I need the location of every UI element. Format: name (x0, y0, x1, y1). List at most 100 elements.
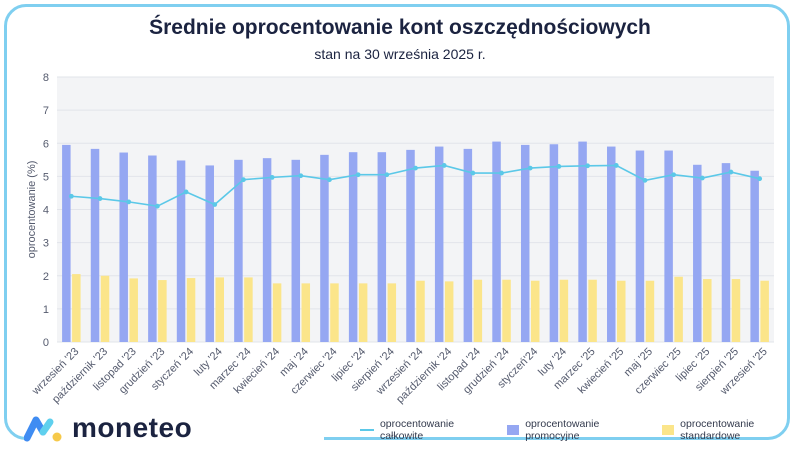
bar-promo (119, 152, 128, 342)
y-tick-label: 5 (43, 171, 49, 183)
y-tick-label: 4 (43, 205, 49, 217)
bar-standard (272, 283, 282, 342)
legend-swatch-standard (661, 425, 675, 435)
bar-promo (291, 159, 301, 342)
bar-standard (158, 280, 167, 342)
bar-standard (588, 279, 597, 342)
point-total (126, 199, 132, 205)
point-total (728, 169, 734, 175)
point-total (154, 203, 160, 209)
bar-standard (72, 274, 81, 342)
legend-label-standard: oprocentowanie standardowe (680, 418, 755, 442)
bar-standard (129, 278, 138, 342)
brand: moneteo (24, 406, 324, 450)
point-total (642, 177, 648, 183)
bar-standard (186, 278, 196, 342)
point-total (699, 175, 705, 181)
y-tick-label: 3 (43, 238, 49, 250)
bar-promo (205, 165, 214, 342)
y-tick-label: 8 (43, 72, 49, 84)
bar-promo (406, 149, 415, 342)
bar-standard (330, 283, 339, 342)
point-total (556, 164, 562, 169)
bar-promo (90, 148, 100, 342)
bar-standard (215, 277, 224, 342)
bar-promo (492, 141, 501, 342)
bar-promo (434, 146, 444, 342)
legend-label-total: oprocentowanie całkowite (379, 418, 455, 442)
point-total (355, 172, 361, 178)
y-tick-label: 6 (43, 138, 49, 150)
y-tick-label: 7 (43, 105, 49, 117)
bar-promo (607, 146, 616, 342)
bar-promo (721, 163, 731, 342)
bar-promo (750, 170, 759, 342)
point-total (97, 196, 103, 201)
legend-item-promo: oprocentowanie promocyjne (506, 418, 640, 442)
bar-standard (645, 280, 655, 342)
point-total (183, 189, 189, 195)
legend-item-total: oprocentowanie całkowite (360, 418, 485, 442)
bar-standard (674, 276, 683, 342)
y-tick-label: 2 (43, 271, 49, 283)
bar-promo (377, 152, 387, 342)
point-total (384, 172, 390, 178)
legend: oprocentowanie całkowite oprocentowanie … (360, 418, 800, 442)
bar-standard (387, 283, 397, 342)
bar-standard (100, 275, 110, 342)
bar-promo (463, 148, 473, 342)
point-total (241, 177, 246, 183)
point-total (671, 172, 677, 178)
point-total (757, 176, 763, 182)
y-axis-label: oprocentowanie (%) (26, 161, 38, 259)
bar-promo (262, 158, 272, 342)
point-total (441, 163, 447, 168)
point-total (613, 163, 619, 168)
bar-promo (62, 144, 71, 342)
bar-standard (703, 279, 712, 342)
bar-promo (234, 159, 243, 342)
legend-label-promo: oprocentowanie promocyjne (525, 418, 600, 442)
bar-standard (301, 283, 311, 342)
point-total (327, 177, 332, 183)
point-total (585, 163, 590, 169)
moneteo-logo-icon (24, 416, 62, 442)
bar-promo (320, 154, 329, 342)
point-total (68, 193, 74, 199)
bar-promo (664, 150, 673, 342)
point-total (298, 173, 304, 179)
point-total (527, 165, 533, 171)
bar-promo (635, 150, 645, 342)
bar-standard (244, 277, 253, 342)
bar-standard (473, 279, 483, 342)
bar-standard (416, 280, 425, 342)
legend-swatch-total (360, 429, 374, 431)
chart-subtitle: stan na 30 września 2025 r. (314, 46, 486, 62)
bar-standard (559, 279, 569, 342)
bar-promo (348, 152, 358, 342)
bar-standard (444, 281, 454, 342)
legend-item-standard: oprocentowanie standardowe (661, 418, 800, 442)
bar-promo (549, 144, 559, 342)
bar-promo (520, 144, 530, 342)
bar-standard (760, 280, 769, 342)
brand-name: moneteo (72, 412, 193, 443)
bar-promo (693, 164, 702, 342)
bar-standard (358, 283, 368, 342)
bar-standard (502, 279, 511, 342)
point-total (470, 170, 476, 176)
chart-title: Średnie oprocentowanie kont oszczędności… (149, 16, 651, 39)
bar-standard (530, 280, 540, 342)
bar-standard (731, 279, 741, 342)
y-tick-label: 0 (43, 337, 49, 349)
point-total (499, 170, 504, 176)
point-total (269, 174, 275, 180)
legend-swatch-promo (506, 425, 520, 435)
bar-promo (148, 155, 157, 342)
point-total (413, 165, 418, 171)
bar-promo (176, 160, 186, 342)
point-total (212, 202, 218, 207)
y-tick-label: 1 (43, 304, 49, 316)
bar-promo (578, 141, 587, 342)
